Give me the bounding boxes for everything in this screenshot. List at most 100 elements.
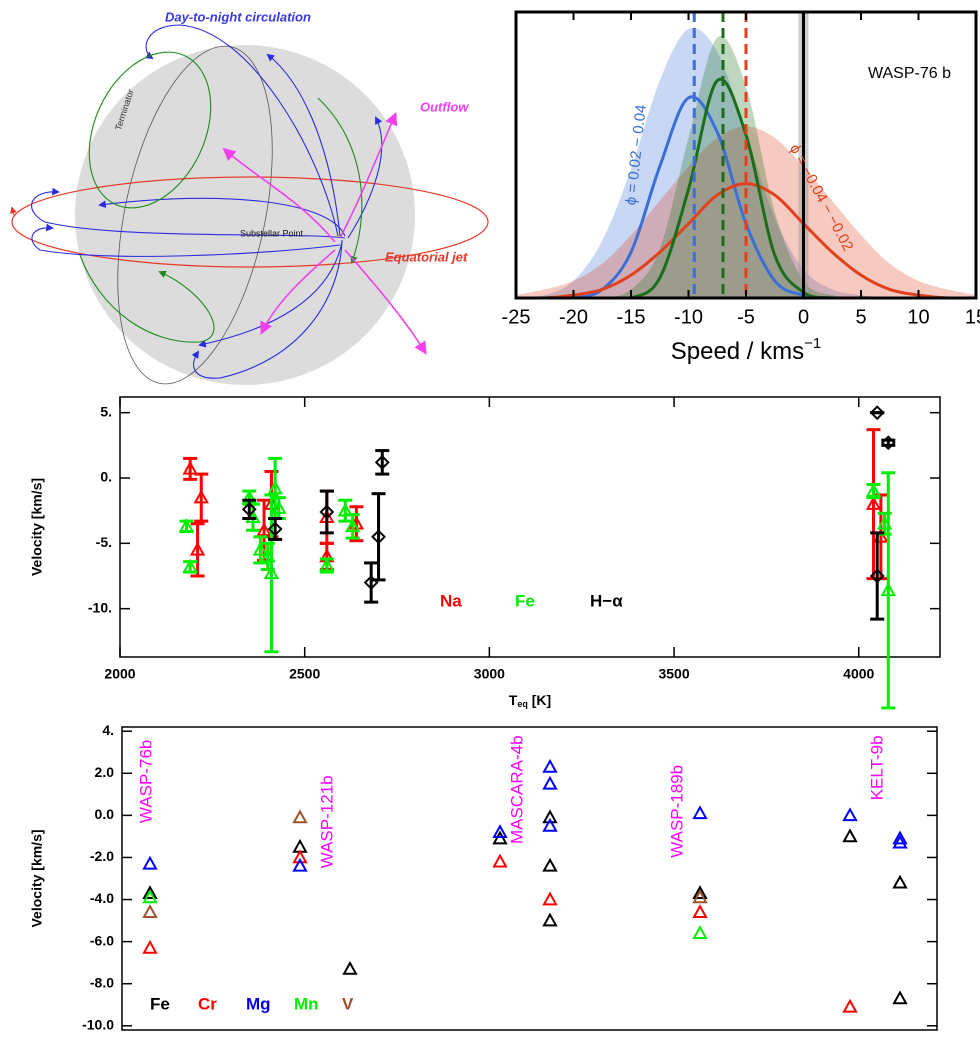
data-point — [692, 805, 708, 820]
data-point — [345, 518, 361, 533]
y-axis-label: Velocity [km/s] — [29, 829, 45, 927]
outflow-arrow — [222, 147, 336, 243]
data-point — [842, 998, 858, 1013]
data-point — [142, 885, 158, 900]
data-point — [865, 496, 882, 510]
x-tick-label: 4000 — [843, 666, 874, 682]
curve — [516, 95, 976, 298]
data-point — [292, 809, 308, 824]
flow — [347, 116, 383, 239]
data-point — [189, 541, 206, 556]
annotation: WASP-76 b — [868, 65, 951, 82]
y-tick-label: 0.0 — [95, 806, 115, 822]
legend-entry: Na — [440, 591, 462, 610]
chart-panel: -25 -20 -15 -10 -5 0 5 10 15 Speed / kms−1 WASP-76… — [502, 10, 980, 365]
flow — [198, 241, 343, 348]
data-point — [865, 483, 882, 497]
data-point — [267, 480, 283, 495]
data-point — [142, 855, 158, 870]
error-bar — [194, 472, 209, 523]
plot-area — [516, 12, 976, 298]
equatorial-jet — [11, 176, 489, 268]
data-point — [241, 501, 257, 517]
data-point — [542, 775, 558, 790]
data-point — [892, 834, 908, 849]
data-point — [260, 548, 276, 563]
y-tick-label: -10.0 — [82, 1016, 114, 1032]
flow — [31, 223, 341, 257]
data-point — [142, 889, 158, 904]
planet-label: WASP-189b — [667, 765, 686, 858]
data-point — [342, 960, 358, 975]
outflow-arrow — [344, 249, 427, 355]
outflow-arrow — [260, 249, 336, 335]
x-tick-label: 3500 — [658, 666, 689, 682]
y-tick-label: -4.0 — [90, 890, 114, 906]
x-axis-label: Speed / kms−1 — [671, 335, 822, 365]
x-axis-label-text: Speed / kms — [671, 338, 804, 365]
chart-panel: 2000 2500 3000 3500 4000 -10. -5. 0. 5. Velocity … — [29, 396, 941, 710]
data-point — [256, 522, 272, 537]
diagram-label: Equatorial jet — [385, 249, 468, 264]
legend-entry: Mg — [246, 994, 271, 1013]
data-point — [182, 558, 198, 573]
data-point — [842, 828, 858, 843]
circulation-diagram: Day-to-night circulation Outflow Termina… — [10, 9, 489, 385]
y-tick-label: 0. — [100, 469, 112, 485]
legend-entry: H−α — [590, 591, 623, 610]
y-tick-label: -5. — [96, 534, 112, 550]
y-axis-label: Velocity [km/s] — [29, 478, 45, 576]
day-night-flows — [31, 24, 383, 379]
loop — [317, 97, 363, 264]
curve — [516, 182, 976, 298]
diagram-label: Outflow — [420, 99, 469, 114]
data-point — [892, 830, 908, 845]
error-bar — [253, 535, 268, 565]
diagram-label: Substellar Point — [240, 228, 304, 238]
y-tick-label: -2.0 — [90, 848, 114, 864]
data-point — [178, 518, 195, 533]
terminator-loops — [79, 51, 363, 343]
jet-arrow — [10, 206, 17, 216]
x-axis-label-exponent: −1 — [804, 335, 821, 352]
y-tick-label: -10. — [88, 599, 112, 615]
curve — [516, 77, 976, 298]
data-point — [142, 904, 158, 918]
data-point — [869, 568, 885, 584]
x-tick-label: 15 — [965, 306, 980, 328]
x-tick-label: -10 — [674, 306, 703, 328]
y-tick-label: 4. — [102, 722, 114, 738]
flow — [98, 197, 346, 237]
data-point — [542, 809, 558, 824]
x-axis-label-unit: [K] — [528, 692, 551, 708]
x-tick-label: 2500 — [289, 666, 320, 682]
y-tick-label: -8.0 — [90, 974, 114, 990]
x-tick-label: -15 — [617, 306, 646, 328]
data-point — [292, 849, 308, 864]
data-point — [371, 529, 386, 545]
error-bar — [190, 522, 205, 578]
flow — [145, 24, 339, 237]
error-bar — [881, 471, 896, 710]
data-point — [542, 817, 558, 832]
uncertainty-band — [516, 36, 976, 298]
data-point — [869, 405, 885, 421]
data-point — [542, 891, 558, 906]
planet-label: MASCARA-4b — [507, 735, 526, 844]
loop — [79, 254, 215, 343]
planet-label: KELT-9b — [867, 735, 886, 800]
error-bar — [870, 531, 885, 621]
data-point — [880, 435, 896, 451]
frame — [119, 396, 941, 658]
data-point — [542, 857, 558, 872]
data-point — [363, 575, 379, 590]
data-point — [263, 565, 280, 580]
planet-label: WASP-121b — [317, 775, 336, 868]
legend-entry: Fe — [515, 591, 535, 610]
data-point — [542, 758, 558, 773]
flow — [266, 53, 341, 237]
outflows — [222, 112, 427, 355]
data-point — [142, 939, 158, 954]
